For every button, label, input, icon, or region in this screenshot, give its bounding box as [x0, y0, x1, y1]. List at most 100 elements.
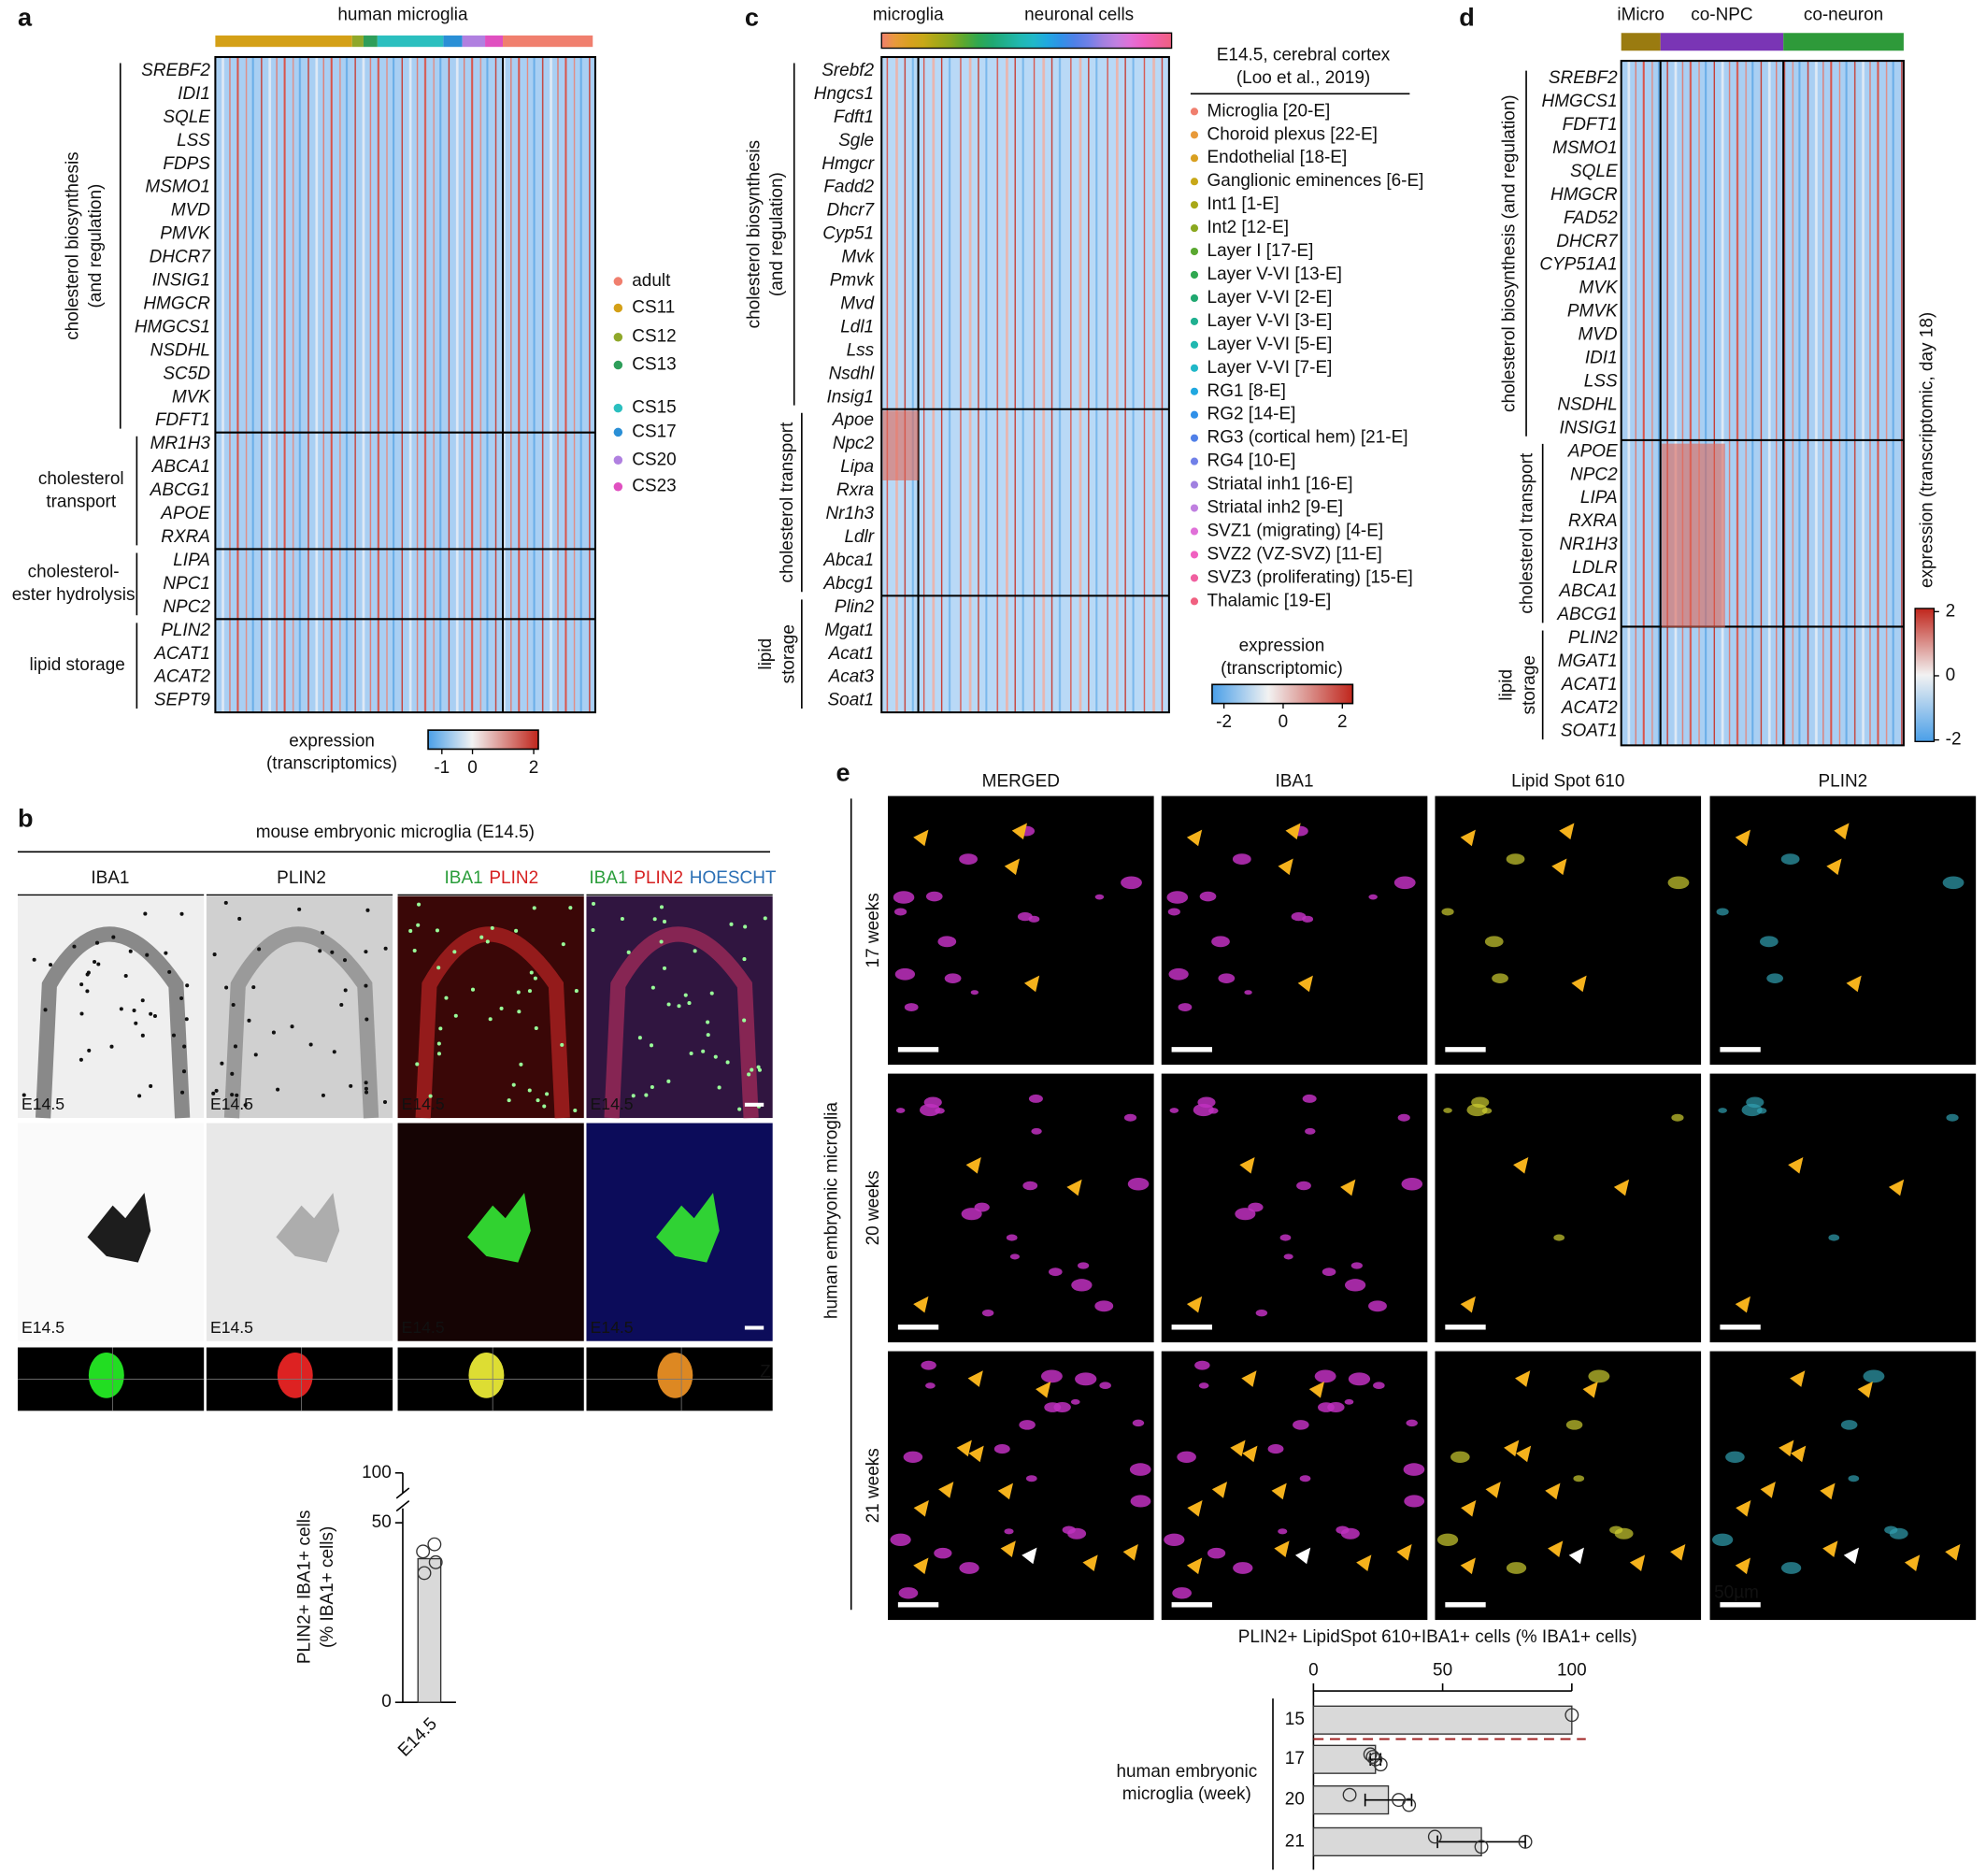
micrograph [1709, 1073, 1977, 1343]
cell-dot [332, 1050, 336, 1054]
cell-signal [970, 990, 979, 995]
column-header-part: PLIN2 [489, 868, 538, 888]
arrowhead [1460, 829, 1476, 847]
scale-bar [1720, 1047, 1761, 1053]
cell-signal [890, 1533, 911, 1546]
cell-dot [382, 1100, 388, 1105]
cell-signal [1022, 1181, 1038, 1191]
cell-signal [1078, 1262, 1090, 1269]
cell-signal [1166, 891, 1189, 904]
cell-signal [1756, 1108, 1767, 1114]
cell-signal [1780, 853, 1800, 866]
cell-dot [666, 1079, 671, 1083]
gene-label: NPC1 [163, 574, 210, 594]
cell-signal [1344, 1279, 1366, 1292]
cell-dot [290, 1024, 294, 1029]
colorbar [427, 729, 539, 751]
cell-signal [1283, 1253, 1293, 1260]
arrowhead [997, 1482, 1014, 1500]
y-tick-label: 100 [362, 1463, 392, 1482]
cell-dot [224, 985, 229, 990]
panel-letter: b [18, 804, 34, 833]
gene-label: HMGCR [1550, 185, 1618, 205]
tissue-outline [415, 926, 570, 1119]
arrowhead [1790, 1370, 1806, 1387]
cell-signal [1009, 1253, 1020, 1260]
gene-label: ACAT2 [153, 667, 210, 687]
gene-label: Pmvk [830, 271, 876, 291]
cell-dot [529, 970, 534, 975]
microglia-cell [87, 1193, 151, 1263]
cell-signal [1006, 1234, 1018, 1241]
gene-label: ABCG1 [1556, 605, 1617, 624]
gene-label: MVD [171, 201, 210, 221]
colorbar-tick-label: 0 [1279, 712, 1289, 732]
cell-signal [1406, 1419, 1418, 1427]
legend-swatch [1190, 527, 1199, 536]
cell-dot [134, 1021, 138, 1025]
cell-dot [568, 906, 573, 910]
cell-dot [666, 1002, 671, 1007]
cell-dot [516, 990, 521, 995]
gene-label: HMGCS1 [135, 317, 210, 337]
gene-label: Acat1 [828, 644, 875, 664]
legend-title: (Loo et al., 2019) [1236, 68, 1370, 88]
cell-signal [925, 891, 943, 902]
micrograph [888, 1073, 1154, 1343]
cell-dot [573, 1108, 578, 1113]
cell-signal [1193, 1103, 1214, 1117]
cell-dot [94, 940, 100, 945]
cell-dot [143, 911, 148, 916]
cell-signal [1130, 1495, 1151, 1508]
heatmap-cluster [1662, 443, 1725, 628]
arrowhead [1004, 858, 1021, 876]
cell-signal [1172, 1587, 1192, 1599]
axis-label: Z [760, 1363, 771, 1382]
legend-swatch [613, 360, 623, 370]
cell-signal [1671, 1113, 1684, 1122]
cell-signal [1278, 1528, 1288, 1535]
colorbar-tick-label: -1 [434, 758, 450, 778]
y-tick-label: 50 [372, 1512, 392, 1532]
arrowhead [968, 1445, 984, 1463]
gene-label: Cyp51 [822, 224, 874, 244]
legend-swatch [1190, 434, 1199, 442]
gene-label: ACAT2 [1561, 698, 1618, 718]
cell-dot [247, 1018, 251, 1023]
colorbar-title: (transcriptomics) [266, 754, 397, 774]
legend-swatch [1190, 270, 1199, 279]
cell-signal [1314, 1369, 1336, 1383]
cell-dot [743, 924, 748, 929]
micrograph [1161, 1073, 1428, 1343]
column-header-part: PLIN2 [277, 868, 326, 888]
cell-dot [415, 1062, 420, 1067]
legend-label: CS20 [632, 450, 676, 469]
arrowhead [1011, 823, 1027, 840]
cell-signal [1211, 936, 1230, 948]
tissue-outline [604, 926, 759, 1119]
cell-dot [485, 939, 490, 944]
data-point [1373, 1757, 1388, 1772]
legend-label: Ganglionic eminences [6-E] [1207, 171, 1424, 191]
arrowhead [938, 1482, 954, 1498]
gene-label: Nr1h3 [825, 504, 874, 523]
cell-dot [560, 1042, 564, 1047]
scale-bar [897, 1325, 939, 1330]
stage-label: E14.5 [402, 1318, 445, 1337]
cell-dot [649, 1043, 654, 1048]
gene-label: Npc2 [833, 434, 875, 453]
arrowhead [1460, 1296, 1476, 1313]
cell-signal [1194, 1360, 1210, 1370]
legend-label: Layer V-VI [3-E] [1207, 311, 1333, 331]
cell-signal [1492, 973, 1508, 983]
cluster-strip [503, 35, 593, 48]
gene-label: PLIN2 [161, 621, 210, 640]
arrowhead [1082, 1554, 1098, 1571]
cluster-strip [377, 35, 444, 48]
cell-dot [756, 1065, 761, 1069]
cell-dot [517, 1010, 522, 1014]
cell-signal [1028, 915, 1040, 923]
gene-label: HMGCR [143, 294, 210, 313]
microglia-cell [276, 1193, 340, 1263]
column-header: IBA1 [1275, 772, 1313, 792]
